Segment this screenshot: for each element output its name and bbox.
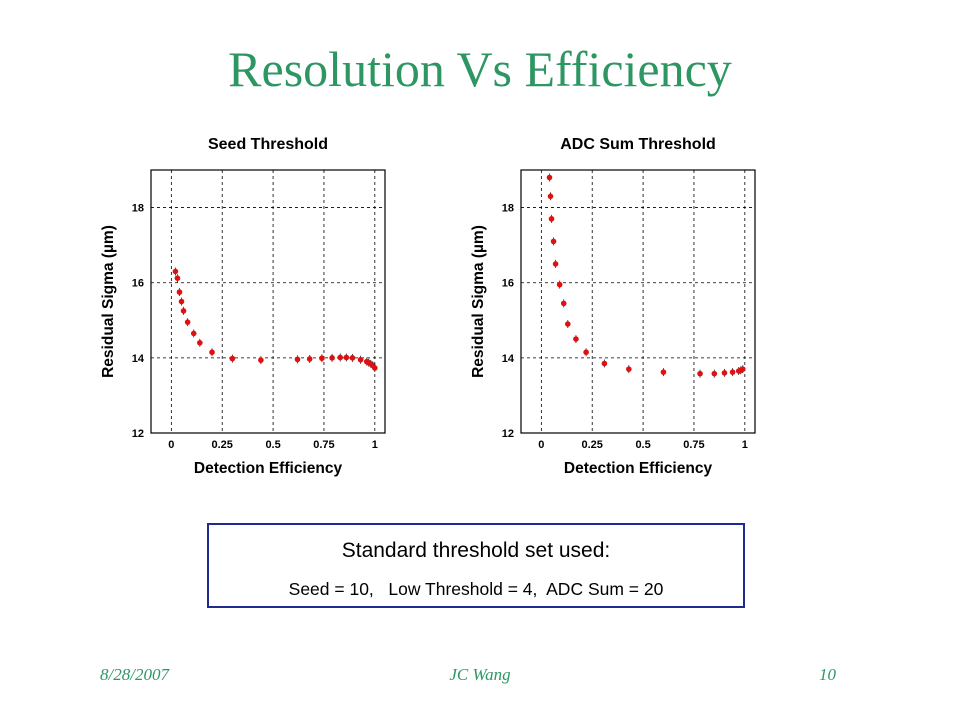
plot-frame [150,169,386,434]
x-tick-label: 1 [372,439,378,451]
footer-page-number: 10 [819,665,836,684]
data-point [552,261,559,267]
data-point [319,355,325,362]
y-tick-label: 18 [502,203,514,215]
data-point [711,370,718,377]
y-tick-label: 12 [132,428,144,440]
plot-frame [520,169,756,434]
x-tick-label: 0.5 [265,439,280,451]
threshold-info-box: Standard threshold set used: Seed = 10, … [207,523,745,608]
x-tick-label: 0.5 [635,439,650,451]
data-point [306,356,313,362]
x-axis-label: Detection Efficiency [194,460,343,477]
x-tick-label: 0 [168,439,174,451]
data-point [190,330,197,337]
slide-title: Resolution Vs Efficiency [228,41,732,97]
y-tick-label: 14 [502,353,515,365]
chart-seed-threshold: Seed Threshold 0 0.25 0.5 0.75 1 12 14 16 18 Detec… [95,125,395,485]
data-point [229,355,236,362]
data-point [556,281,563,288]
data-point [546,174,553,181]
data-point [739,366,746,372]
data-point [184,319,191,325]
y-tick-label: 16 [132,278,144,290]
data-point [174,275,181,282]
data-point [721,370,728,376]
chart-title: Seed Threshold [208,136,328,153]
info-heading: Standard threshold set used: [341,539,611,562]
x-tick-label: 0 [538,439,544,451]
data-point [176,289,183,295]
data-point [209,349,215,356]
data-point [329,355,335,361]
data-point [601,360,608,367]
data-point [548,216,555,222]
data-point [565,321,571,327]
data-point [626,366,632,372]
y-tick-label: 12 [502,428,514,440]
data-point [172,268,179,275]
data-point [697,370,703,377]
data-point [357,356,364,363]
data-point [547,193,554,200]
y-axis-label: Residual Sigma (µm) [100,225,117,378]
data-point [660,369,667,375]
x-tick-label: 0.25 [582,439,603,451]
data-point [197,340,203,346]
data-point [349,355,356,361]
info-detail: Seed = 10, Low Threshold = 4, ADC Sum = … [288,579,664,599]
data-point [294,356,301,363]
x-tick-label: 0.75 [313,439,334,451]
data-point [560,300,567,307]
plot-area [520,169,756,434]
footer-date: 8/28/2007 [100,665,169,684]
data-point [178,298,185,305]
y-axis-label: Residual Sigma (µm) [470,225,487,378]
data-point [180,308,187,314]
x-tick-label: 1 [742,439,748,451]
data-point [573,336,579,342]
y-tick-label: 18 [132,203,144,215]
x-axis-label: Detection Efficiency [564,460,713,477]
footer-author: JC Wang [449,665,511,684]
chart-seed-threshold-svg: Seed Threshold 0 0.25 0.5 0.75 1 12 14 16 18 Detec… [100,136,386,477]
data-point [583,349,589,356]
data-point [729,369,736,375]
chart-adc-sum-threshold-svg: ADC Sum Threshold 0 0.25 0.5 0.75 1 12 14 16 18 De… [470,136,756,477]
plot-area [150,169,386,434]
data-point [343,354,350,361]
x-tick-label: 0.75 [683,439,704,451]
data-point [550,238,557,245]
data-point [337,354,344,361]
chart-title: ADC Sum Threshold [560,136,716,153]
x-tick-label: 0.25 [212,439,233,451]
y-tick-label: 14 [132,353,145,365]
y-tick-label: 16 [502,278,514,290]
data-point [258,357,264,363]
chart-adc-sum-threshold: ADC Sum Threshold 0 0.25 0.5 0.75 1 12 14 16 18 De… [465,125,765,485]
data-point [372,365,378,371]
